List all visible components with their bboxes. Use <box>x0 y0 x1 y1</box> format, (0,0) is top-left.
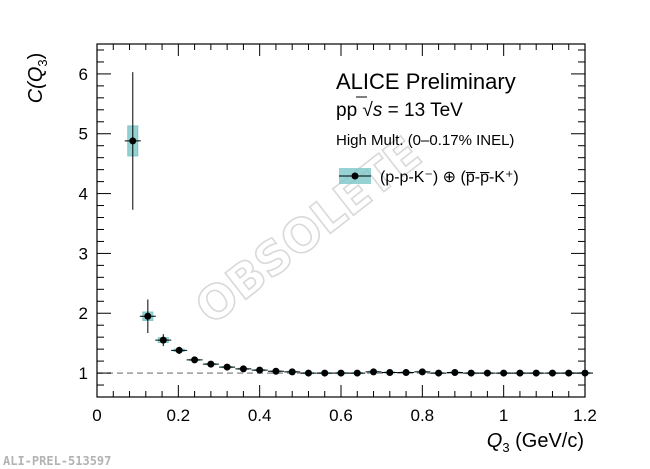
figure-id: ALI-PREL-513597 <box>3 454 111 468</box>
data-point <box>386 368 394 376</box>
data-point <box>304 369 312 377</box>
chart-title: ALICE Preliminary <box>336 69 516 94</box>
data-point <box>288 368 296 376</box>
data-point <box>516 369 524 377</box>
x-axis-title: Q3 (GeV/c) <box>487 430 584 455</box>
x-tick-label: 0.6 <box>329 406 353 425</box>
data-point <box>483 369 491 377</box>
data-point <box>223 363 231 371</box>
data-point <box>337 369 345 377</box>
data-point <box>159 336 167 344</box>
data-point <box>435 369 443 377</box>
legend: (p-p-K⁻) ⊕ (p̅-p̅-K⁺) <box>339 168 519 186</box>
data-point <box>144 312 152 320</box>
x-axis-title-sub: 3 <box>502 440 509 455</box>
y-tick-label: 1 <box>79 364 88 383</box>
data-point <box>321 369 329 377</box>
data-point <box>175 346 183 354</box>
sqrt-symbol: √ <box>362 100 373 121</box>
x-tick-label: 1.2 <box>573 406 597 425</box>
data-point <box>500 369 508 377</box>
collision-system-label: pp √s = 13 TeV <box>336 100 463 121</box>
y-tick-label: 3 <box>79 244 88 263</box>
data-point <box>272 367 280 375</box>
x-tick-label: 0.8 <box>411 406 435 425</box>
data-point <box>370 368 378 376</box>
x-tick-label: 0 <box>92 406 101 425</box>
tick-layer: 0 0.2 0.4 0.6 0.8 1 1.2 1 2 3 4 5 6 <box>79 44 597 425</box>
data-point <box>565 369 573 377</box>
data-point <box>402 368 410 376</box>
multiplicity-label: High Mult. (0–0.17% INEL) <box>336 132 514 149</box>
y-tick-label: 2 <box>79 304 88 323</box>
data-point <box>532 369 540 377</box>
y-axis-title-main: C(Q <box>25 67 47 104</box>
data-point <box>191 356 199 364</box>
x-tick-label: 0.2 <box>167 406 191 425</box>
y-axis-title: C(Q3) <box>25 53 50 104</box>
data-point <box>418 368 426 376</box>
data-point <box>353 369 361 377</box>
data-layer <box>124 72 593 377</box>
y-axis-title-close: ) <box>25 53 47 60</box>
y-tick-label: 5 <box>79 125 88 144</box>
data-point <box>129 137 137 145</box>
y-tick-label: 6 <box>79 65 88 84</box>
x-tick-label: 1 <box>499 406 508 425</box>
y-axis-title-sub: 3 <box>35 59 50 66</box>
x-axis-title-unit: (GeV/c) <box>510 430 584 452</box>
energy-variable: s <box>373 100 383 121</box>
x-axis-title-main: Q <box>487 430 503 452</box>
data-point <box>207 360 215 368</box>
data-point <box>451 368 459 376</box>
data-point <box>239 365 247 373</box>
legend-marker <box>351 172 359 180</box>
data-point <box>467 369 475 377</box>
x-tick-label: 0.4 <box>248 406 272 425</box>
system-prefix: pp <box>336 100 362 121</box>
y-tick-label: 4 <box>79 185 88 204</box>
data-point <box>548 369 556 377</box>
data-point <box>256 366 264 374</box>
energy-value: = 13 TeV <box>382 100 463 121</box>
legend-label: (p-p-K⁻) ⊕ (p̅-p̅-K⁺) <box>380 169 519 186</box>
